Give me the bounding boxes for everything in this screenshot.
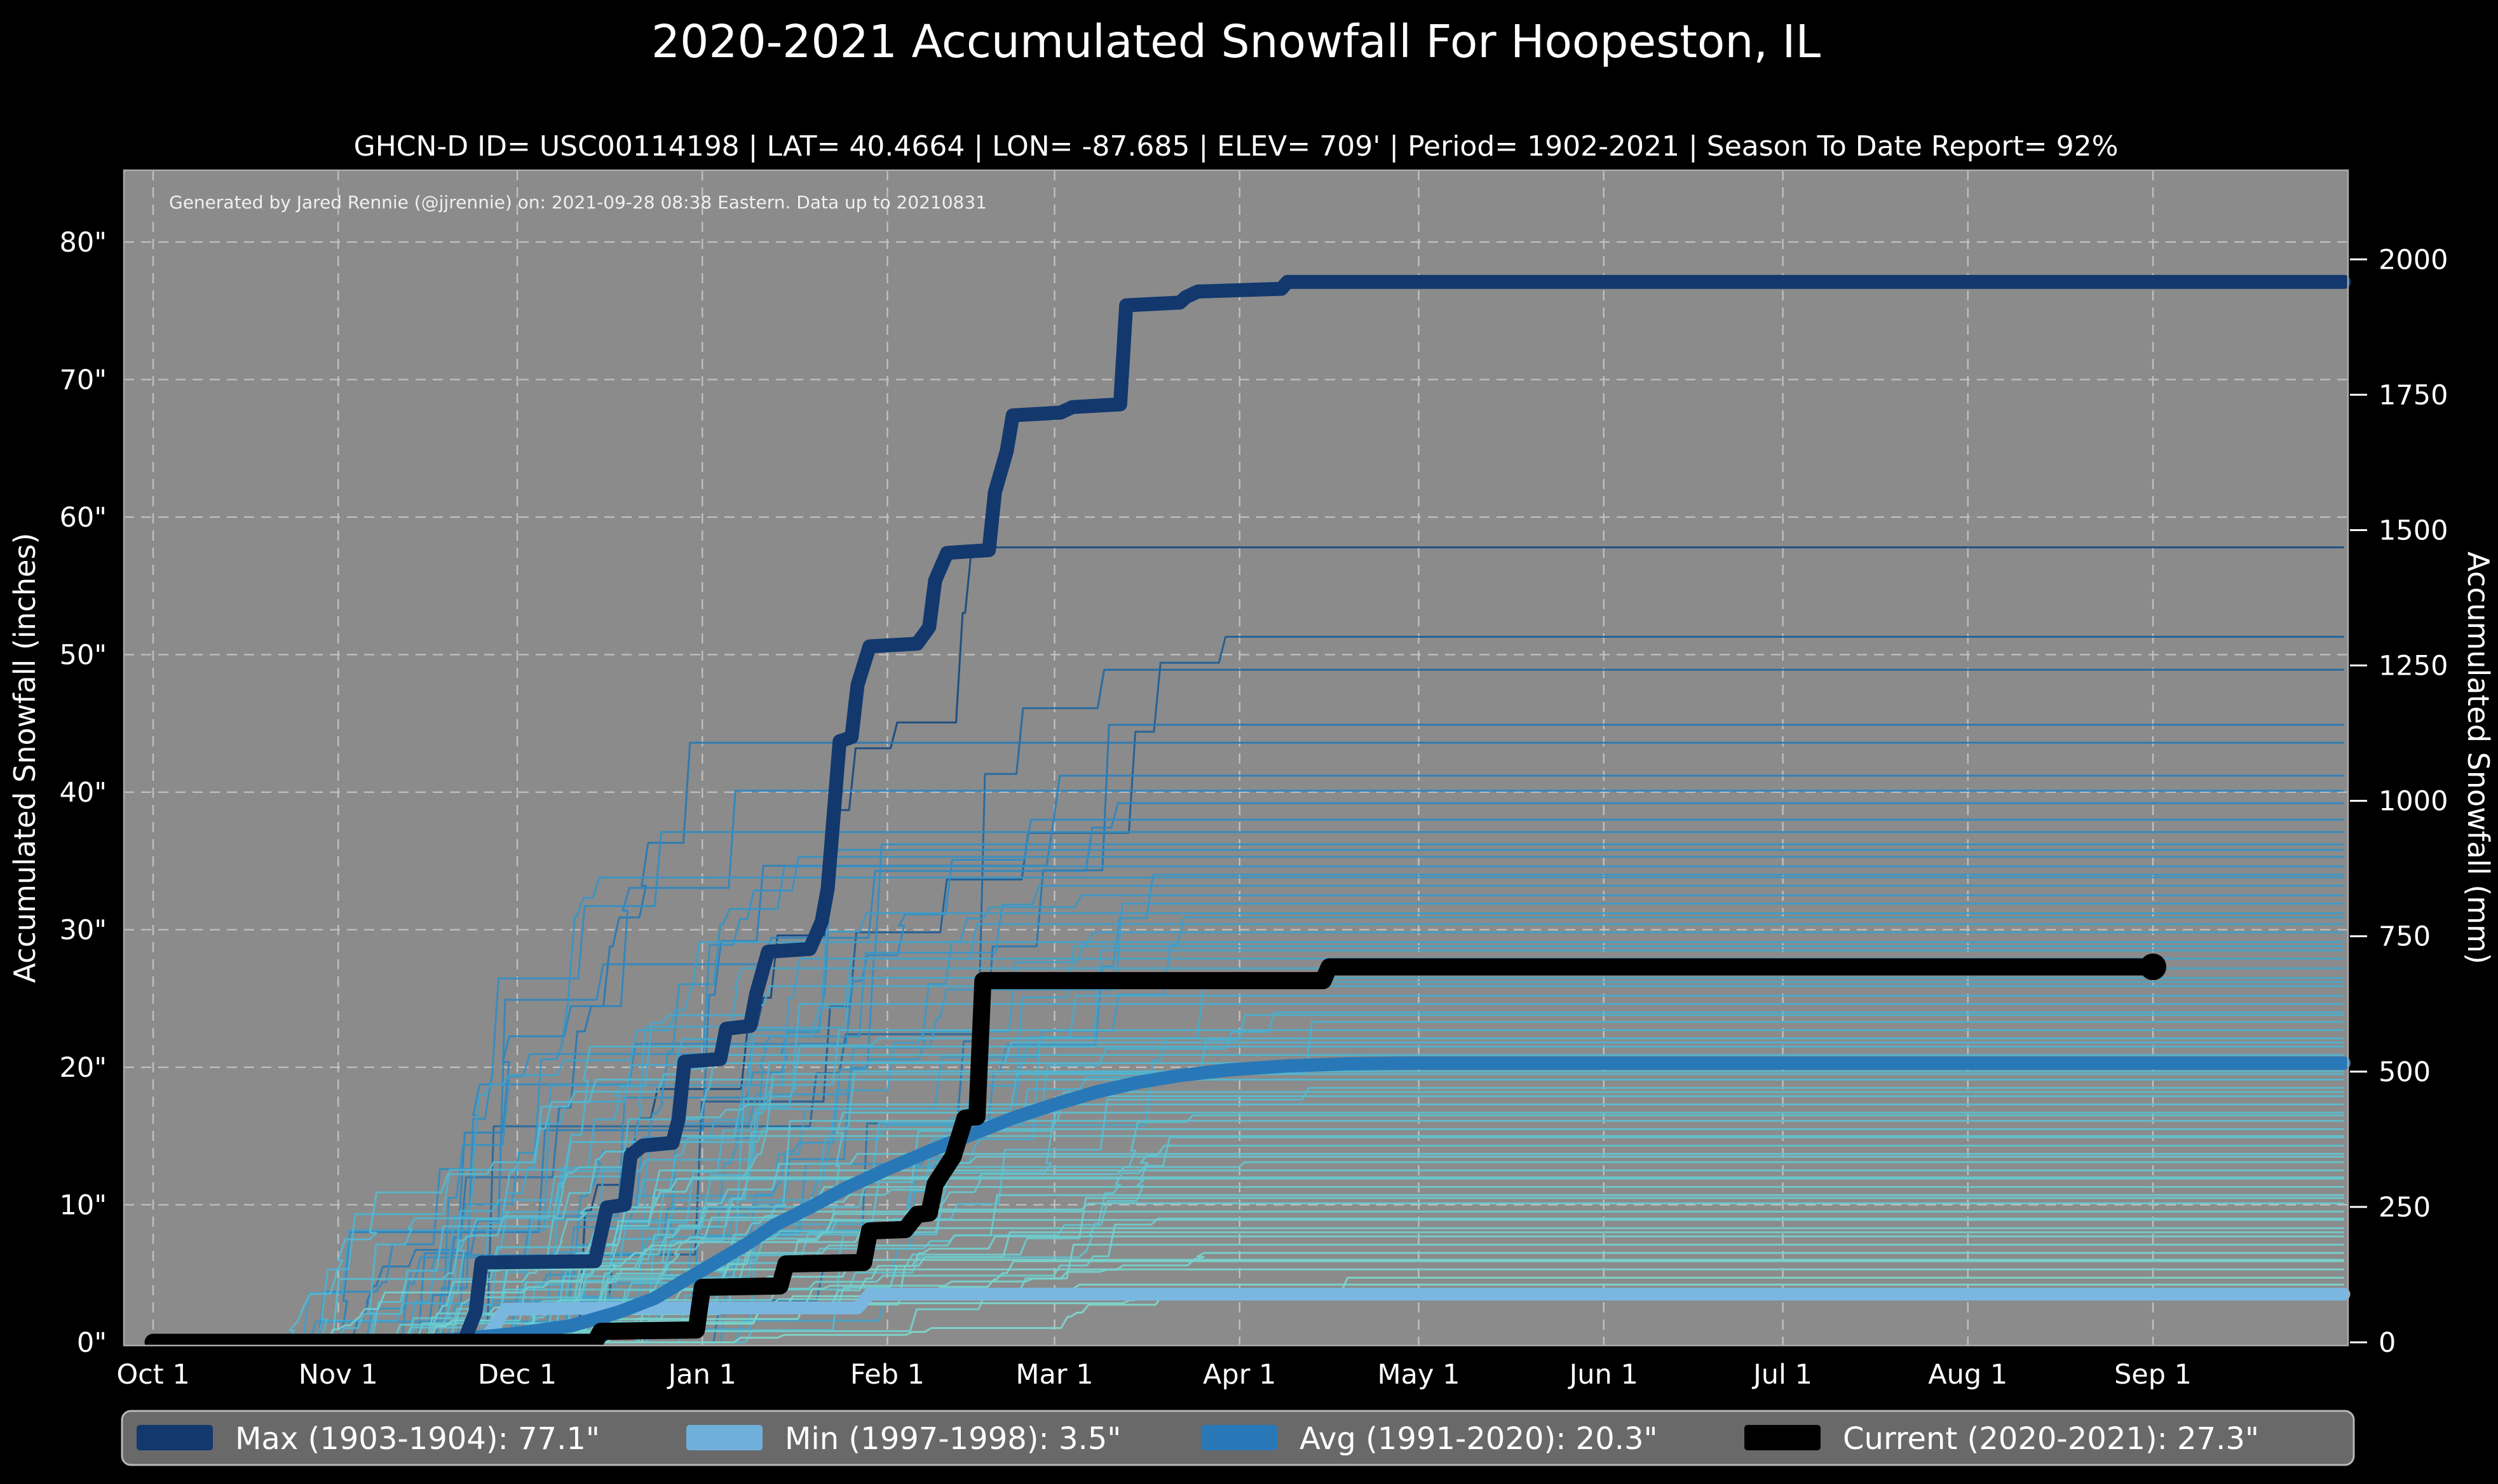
x-tick-label: Mar 1	[1015, 1359, 1093, 1391]
gridlines	[124, 170, 2348, 1346]
x-tick-label: Sep 1	[2114, 1359, 2192, 1391]
legend-swatch-max	[137, 1425, 213, 1450]
y-left-tick-label: 80"	[60, 227, 107, 259]
legend-swatch-min	[686, 1425, 763, 1450]
x-tick-label: May 1	[1378, 1359, 1460, 1391]
season-line	[153, 1227, 2344, 1344]
x-tick-label: Nov 1	[299, 1359, 378, 1391]
generated-by-annotation: Generated by Jared Rennie (@jjrennie) on…	[169, 192, 987, 213]
series-current-line	[144, 958, 2162, 1351]
season-line	[153, 790, 2344, 1344]
y-right-tick-label: 2000	[2379, 244, 2448, 276]
season-line	[153, 546, 2344, 1344]
y-left-tick-label: 20"	[60, 1052, 107, 1084]
legend-label-current: Current (2020-2021): 27.3"	[1843, 1421, 2259, 1457]
legend-swatch-current	[1744, 1425, 1821, 1450]
season-line	[153, 931, 2344, 1344]
legend-label-min: Min (1997-1998): 3.5"	[785, 1421, 1121, 1457]
x-tick-label: Oct 1	[116, 1359, 189, 1391]
x-tick-label: Jan 1	[667, 1359, 737, 1391]
legend-swatch-avg	[1201, 1425, 1277, 1450]
x-tick-label: Jun 1	[1568, 1359, 1638, 1391]
season-line	[153, 1128, 2344, 1344]
plot-area	[124, 170, 2348, 1346]
legend-label-max: Max (1903-1904): 77.1"	[235, 1421, 600, 1457]
season-line	[153, 1046, 2344, 1344]
y-right-tick-label: 1500	[2379, 515, 2448, 546]
y-right-tick-label: 1250	[2379, 651, 2448, 682]
legend-label-avg: Avg (1991-2020): 20.3"	[1300, 1421, 1658, 1457]
x-tick-label: Dec 1	[478, 1359, 557, 1391]
season-line	[153, 1210, 2344, 1344]
season-line	[153, 1194, 2344, 1344]
x-tick-label: Apr 1	[1203, 1359, 1276, 1391]
y-left-tick-label: 30"	[60, 915, 107, 947]
axis-ticks: 0" 10" 20" 30" 40" 50" 60" 70" 80" 0 250 500 750 1000…	[60, 227, 2448, 1391]
season-line	[153, 1231, 2344, 1344]
y-left-tick-label: 60"	[60, 502, 107, 534]
y-right-tick-label: 1000	[2379, 786, 2448, 818]
season-line	[153, 1037, 2344, 1344]
season-line	[153, 884, 2344, 1344]
season-line	[153, 774, 2344, 1344]
x-tick-label: Aug 1	[1928, 1359, 2007, 1391]
legend: Max (1903-1904): 77.1" Min (1997-1998): …	[121, 1410, 2355, 1466]
y-right-tick-label: 1750	[2379, 379, 2448, 411]
y-right-tick-label: 750	[2379, 921, 2431, 953]
current-end-dot	[2139, 953, 2166, 980]
y-left-tick-label: 0"	[77, 1327, 107, 1359]
y-right-tick-label: 500	[2379, 1056, 2431, 1088]
season-line	[153, 1070, 2344, 1344]
season-line	[153, 1079, 2344, 1344]
series-max-line	[146, 274, 2351, 1349]
chart-title: 2020-2021 Accumulated Snowfall For Hoope…	[651, 15, 1821, 68]
y-axis-label-inches: Accumulated Snowfall (inches)	[8, 533, 42, 983]
season-line	[153, 1062, 2344, 1344]
plot-border	[123, 169, 2349, 1347]
y-axis-label-mm: Accumulated Snowfall (mm)	[2461, 551, 2495, 964]
season-line	[153, 1029, 2344, 1344]
y-left-tick-label: 10"	[60, 1190, 107, 1222]
y-left-tick-label: 70"	[60, 365, 107, 396]
y-right-tick-label: 250	[2379, 1192, 2431, 1224]
x-tick-label: Feb 1	[850, 1359, 925, 1391]
season-line	[153, 1111, 2344, 1344]
main-series-lines	[144, 274, 2351, 1351]
season-line	[153, 876, 2344, 1344]
y-left-tick-label: 40"	[60, 777, 107, 809]
chart-subtitle: GHCN-D ID= USC00114198 | LAT= 40.4664 | …	[354, 130, 2119, 163]
season-line	[153, 985, 2344, 1344]
x-tick-label: Jul 1	[1751, 1359, 1812, 1391]
y-left-tick-label: 50"	[60, 640, 107, 671]
y-right-tick-label: 0	[2379, 1327, 2396, 1359]
season-line	[153, 831, 2344, 1344]
series-avg-line	[355, 1056, 2351, 1349]
season-line	[153, 856, 2344, 1344]
season-line	[153, 1103, 2344, 1344]
